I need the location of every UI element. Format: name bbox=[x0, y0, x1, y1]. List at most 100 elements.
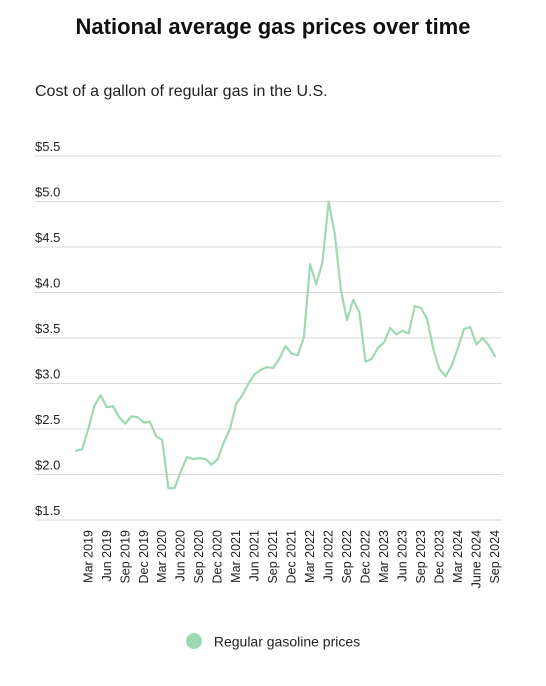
data-point bbox=[278, 357, 281, 361]
data-point bbox=[296, 354, 299, 357]
data-point bbox=[413, 305, 416, 308]
data-point bbox=[469, 325, 472, 329]
data-point bbox=[438, 367, 441, 371]
data-point bbox=[352, 298, 355, 301]
x-tick-label: Dec 2019 bbox=[137, 530, 151, 584]
data-point bbox=[450, 364, 453, 367]
x-tick-label: Mar 2022 bbox=[303, 530, 317, 583]
x-tick-label: Dec 2020 bbox=[211, 530, 225, 584]
data-point bbox=[315, 283, 318, 286]
y-tick-label: $2.5 bbox=[35, 412, 60, 427]
data-point bbox=[185, 456, 188, 459]
x-tick-label: Jun 2023 bbox=[395, 530, 409, 581]
data-point bbox=[321, 261, 324, 264]
data-point bbox=[395, 333, 398, 336]
data-point bbox=[167, 487, 170, 490]
data-point bbox=[370, 357, 373, 361]
x-tick-label: Dec 2022 bbox=[359, 530, 373, 584]
data-point bbox=[327, 200, 330, 203]
chart-title: National average gas prices over time bbox=[75, 14, 471, 39]
data-point bbox=[284, 345, 287, 348]
data-point bbox=[93, 404, 96, 407]
x-tick-label: June 2024 bbox=[469, 530, 483, 588]
x-tick-label: Sep 2022 bbox=[340, 530, 354, 584]
data-point bbox=[345, 318, 349, 321]
data-point bbox=[210, 463, 213, 466]
x-tick-label: Sep 2019 bbox=[118, 530, 132, 584]
legend-swatch bbox=[185, 633, 202, 650]
series-line bbox=[74, 200, 496, 490]
data-point bbox=[265, 366, 269, 369]
y-tick-label: $5.5 bbox=[35, 139, 60, 154]
data-point bbox=[118, 416, 121, 419]
data-point bbox=[339, 288, 342, 291]
data-point bbox=[161, 438, 164, 442]
x-tick-label: Mar 2024 bbox=[451, 530, 465, 583]
x-tick-label: Sep 2024 bbox=[488, 530, 502, 584]
x-tick-label: Jun 2021 bbox=[248, 530, 262, 581]
data-point bbox=[198, 457, 201, 460]
x-tick-label: Jun 2022 bbox=[322, 530, 336, 581]
data-point bbox=[462, 327, 466, 330]
data-point bbox=[105, 406, 108, 409]
data-point bbox=[444, 375, 447, 378]
y-tick-label: $4.5 bbox=[35, 230, 60, 245]
data-point bbox=[456, 346, 460, 350]
data-point bbox=[493, 355, 496, 358]
data-point bbox=[432, 347, 435, 351]
data-point bbox=[358, 311, 361, 314]
data-point bbox=[228, 427, 232, 431]
data-point bbox=[235, 402, 238, 405]
data-point bbox=[481, 336, 484, 340]
data-point bbox=[247, 382, 250, 385]
data-point bbox=[173, 487, 176, 490]
data-point bbox=[191, 457, 195, 461]
x-tick-label: Sep 2020 bbox=[192, 530, 206, 584]
data-point bbox=[419, 306, 423, 310]
x-tick-label: Mar 2020 bbox=[155, 530, 169, 583]
data-point bbox=[154, 435, 158, 438]
x-tick-label: Dec 2023 bbox=[432, 530, 446, 584]
x-tick-label: Mar 2019 bbox=[81, 530, 95, 583]
y-tick-label: $1.5 bbox=[35, 503, 60, 518]
x-tick-label: Jun 2020 bbox=[174, 530, 188, 581]
data-point bbox=[333, 232, 336, 235]
data-point bbox=[136, 416, 139, 419]
y-tick-label: $2.0 bbox=[35, 458, 60, 473]
data-point bbox=[487, 344, 490, 347]
data-point bbox=[179, 470, 182, 473]
legend: Regular gasoline prices bbox=[0, 632, 546, 650]
x-tick-label: Dec 2021 bbox=[285, 530, 299, 584]
data-point bbox=[87, 427, 90, 431]
y-tick-label: $5.0 bbox=[35, 185, 60, 200]
data-point bbox=[222, 441, 225, 444]
data-point bbox=[290, 352, 293, 355]
x-tick-label: Sep 2023 bbox=[414, 530, 428, 584]
data-point bbox=[204, 457, 207, 461]
y-tick-label: $4.0 bbox=[35, 276, 60, 291]
data-point bbox=[475, 343, 478, 346]
y-tick-label: $3.0 bbox=[35, 367, 60, 382]
data-point bbox=[216, 457, 219, 461]
data-point bbox=[401, 329, 404, 332]
data-point bbox=[81, 447, 84, 451]
data-point bbox=[302, 335, 306, 339]
x-tick-label: Mar 2021 bbox=[229, 530, 243, 583]
data-point bbox=[124, 422, 127, 425]
data-point bbox=[389, 326, 392, 330]
legend-label: Regular gasoline prices bbox=[213, 633, 361, 650]
data-point bbox=[364, 360, 367, 363]
chart-subtitle: Cost of a gallon of regular gas in the U… bbox=[35, 83, 328, 100]
y-tick-label: $3.5 bbox=[35, 321, 60, 336]
x-tick-label: Jun 2019 bbox=[100, 530, 114, 581]
data-point bbox=[253, 373, 256, 376]
data-point bbox=[99, 394, 102, 397]
data-point bbox=[142, 421, 145, 424]
data-point bbox=[130, 415, 133, 418]
data-point bbox=[308, 263, 312, 266]
data-point bbox=[148, 420, 152, 423]
data-point bbox=[376, 346, 379, 350]
x-tick-label: Mar 2023 bbox=[377, 530, 391, 583]
data-point bbox=[407, 332, 410, 335]
